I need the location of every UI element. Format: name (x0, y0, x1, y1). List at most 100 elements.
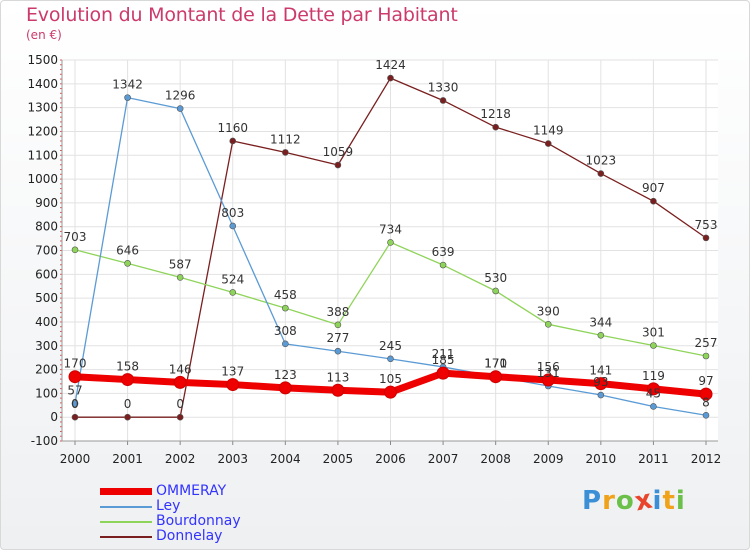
data-label-ley: 245 (379, 339, 402, 353)
legend-item-ley[interactable]: Ley (100, 499, 241, 514)
data-point-donnelay (492, 123, 499, 131)
y-tick-label: 600 (35, 267, 58, 281)
data-label-ommeray: 137 (221, 365, 244, 379)
data-point-donnelay (439, 97, 447, 104)
data-point-bourdonnay (650, 342, 657, 349)
data-label-donnelay: 0 (71, 397, 79, 411)
x-tick-label: 2005 (323, 452, 354, 466)
data-label-ommeray: 97 (698, 374, 713, 388)
logo-letter: i (652, 486, 663, 516)
legend-item-bourdonnay[interactable]: Bourdonnay (100, 514, 241, 529)
data-label-bourdonnay: 458 (274, 288, 297, 302)
data-point-bourdonnay (334, 321, 342, 329)
y-tick-label: 0 (50, 410, 58, 424)
x-tick-label: 2009 (533, 452, 564, 466)
data-point-ley (124, 94, 131, 101)
data-point-donnelay (544, 140, 552, 147)
data-label-donnelay: 1218 (480, 107, 511, 121)
data-label-bourdonnay: 301 (642, 326, 665, 340)
data-label-donnelay: 1149 (533, 124, 564, 138)
y-tick-label: 1000 (27, 172, 58, 186)
data-label-ommeray: 170 (484, 357, 507, 371)
data-point-donnelay (229, 137, 237, 145)
proxiti-logo: Proxiti (582, 484, 686, 517)
legend-item-ommeray[interactable]: OMMERAY (100, 484, 241, 499)
y-tick-label: 900 (35, 196, 58, 210)
legend-label-ley: Ley (156, 498, 181, 514)
data-label-ley: 211 (432, 347, 455, 361)
data-point-bourdonnay (176, 274, 184, 281)
data-label-bourdonnay: 587 (169, 257, 192, 271)
x-tick-label: 2006 (375, 452, 406, 466)
data-point-ley (650, 403, 657, 410)
data-point-bourdonnay (544, 321, 552, 328)
legend-swatch-ommeray (100, 488, 152, 495)
logo-letter: i (675, 486, 686, 516)
data-point-bourdonnay (439, 261, 447, 269)
data-label-donnelay: 1330 (428, 80, 459, 94)
data-label-ommeray: 105 (379, 372, 402, 386)
logo-letter: t (662, 486, 676, 516)
y-tick-label: 800 (35, 220, 58, 234)
data-point-bourdonnay (492, 287, 499, 295)
legend-label-bourdonnay: Bourdonnay (156, 513, 241, 529)
data-point-ommeray (594, 377, 608, 391)
data-label-ommeray: 146 (169, 362, 192, 376)
data-label-donnelay: 0 (124, 397, 132, 411)
data-point-donnelay (702, 234, 710, 242)
data-label-ley: 1342 (112, 78, 143, 92)
data-point-ley (176, 105, 184, 112)
data-label-ommeray: 119 (642, 369, 665, 383)
legend-item-donnelay[interactable]: Donnelay (100, 529, 241, 544)
data-label-ommeray: 170 (64, 357, 87, 371)
data-label-ley: 131 (537, 366, 560, 380)
legend-label-donnelay: Donnelay (156, 528, 223, 544)
data-label-donnelay: 1112 (270, 132, 301, 146)
y-tick-label: 500 (35, 291, 58, 305)
x-tick-label: 2012 (691, 452, 722, 466)
data-label-ommeray: 141 (589, 364, 612, 378)
data-point-ley (282, 340, 289, 348)
data-label-donnelay: 1023 (586, 154, 617, 168)
y-tick-label: 300 (35, 339, 58, 353)
data-point-bourdonnay (702, 352, 710, 360)
data-point-donnelay (124, 413, 131, 421)
data-label-ommeray: 113 (326, 370, 349, 384)
data-label-bourdonnay: 388 (326, 305, 349, 319)
data-label-donnelay: 1059 (323, 145, 354, 159)
data-point-donnelay (387, 74, 394, 82)
legend-swatch-ley (100, 505, 152, 508)
data-point-ommeray (541, 373, 555, 387)
data-label-bourdonnay: 257 (695, 336, 718, 350)
data-point-ommeray (121, 373, 135, 387)
data-point-ley (334, 347, 342, 355)
x-tick-label: 2007 (428, 452, 459, 466)
data-label-bourdonnay: 524 (221, 272, 244, 286)
data-label-ommeray: 158 (116, 360, 139, 374)
data-point-ley (597, 391, 605, 399)
legend-swatch-donnelay (100, 535, 152, 538)
data-point-donnelay (650, 197, 657, 205)
data-label-donnelay: 753 (695, 218, 718, 232)
data-label-bourdonnay: 530 (484, 271, 507, 285)
x-tick-label: 2000 (60, 452, 91, 466)
data-point-bourdonnay (124, 260, 131, 267)
data-point-donnelay (71, 413, 79, 421)
data-point-bourdonnay (597, 331, 605, 339)
y-tick-label: 1200 (27, 124, 58, 138)
data-label-donnelay: 0 (176, 397, 184, 411)
y-tick-label: -100 (31, 434, 58, 448)
data-point-ley (387, 355, 394, 363)
data-label-ommeray: 156 (537, 360, 560, 374)
x-tick-label: 2003 (217, 452, 248, 466)
data-label-donnelay: 1160 (217, 121, 248, 135)
data-label-bourdonnay: 646 (116, 243, 139, 257)
data-point-ommeray (646, 382, 660, 396)
data-point-ley (229, 222, 237, 230)
data-point-bourdonnay (229, 289, 237, 296)
data-point-bourdonnay (282, 304, 289, 312)
x-tick-label: 2010 (586, 452, 617, 466)
data-label-donnelay: 907 (642, 181, 665, 195)
y-tick-label: 1400 (27, 77, 58, 91)
data-label-bourdonnay: 639 (432, 245, 455, 259)
